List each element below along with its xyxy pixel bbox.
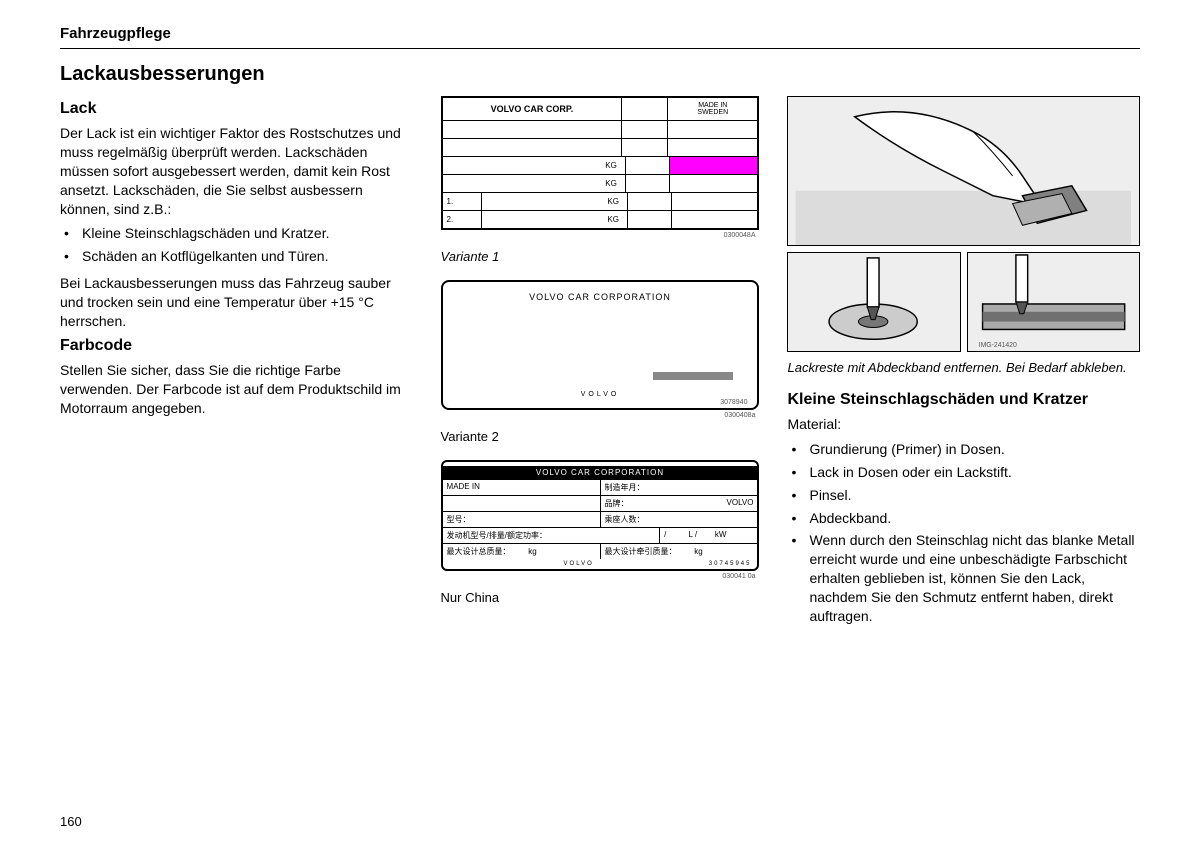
- illustration-row: IMG-241420: [787, 252, 1140, 352]
- type-plate-3: VOLVO CAR CORPORATION MADE IN 制造年月： 品牌： V…: [441, 460, 760, 571]
- list-item: Kleine Steinschlagschäden und Kratzer.: [64, 224, 413, 243]
- plate-corp: VOLVO CAR CORP.: [443, 98, 622, 120]
- illustration-brush-spot: [787, 252, 960, 352]
- plate-madein: MADE IN SWEDEN: [667, 98, 757, 120]
- figure-caption: Nur China: [441, 590, 760, 605]
- content-columns: Lack Der Lack ist ein wichtiger Faktor d…: [60, 96, 1140, 634]
- page-number: 160: [60, 814, 82, 829]
- plate2-partnum: 3078940: [720, 399, 747, 406]
- plate-highlight: [669, 157, 757, 174]
- plate3-seats: 乘座人数：: [600, 512, 758, 527]
- plate-code: 0300048A: [441, 230, 760, 241]
- plate-kg: KG: [481, 211, 627, 228]
- paragraph: Stellen Sie sicher, dass Sie die richtig…: [60, 361, 413, 418]
- figure-caption: Variante 1: [441, 249, 760, 264]
- plate3-model: 型号：: [443, 512, 600, 527]
- plate3-brand: VOLVO: [564, 561, 594, 567]
- plate3-engine-units: / L / kW: [659, 528, 757, 543]
- list-item: Abdeckband.: [791, 509, 1140, 528]
- column-1: Lack Der Lack ist ein wichtiger Faktor d…: [60, 96, 413, 634]
- plate-code: 0300408a: [441, 410, 760, 421]
- illustration-code: IMG-241420: [978, 342, 1016, 349]
- heading-stonechips: Kleine Steinschlagschäden und Kratzer: [787, 391, 1140, 409]
- column-3: IMG-241420 Lackreste mit Abdeckband entf…: [787, 96, 1140, 634]
- heading-lack: Lack: [60, 100, 413, 118]
- list-item: Schäden an Kotflügelkanten und Türen.: [64, 247, 413, 266]
- heading-farbcode: Farbcode: [60, 337, 413, 355]
- illustration-tape-removal: [787, 96, 1140, 246]
- plate2-colorbar: [653, 372, 733, 380]
- plate3-date: 制造年月：: [600, 480, 758, 495]
- type-plate-1: VOLVO CAR CORP. MADE IN SWEDEN KG KG 1.: [441, 96, 760, 230]
- plate2-brand: VOLVO: [443, 391, 758, 398]
- bullet-list: Grundierung (Primer) in Dosen. Lack in D…: [787, 440, 1140, 626]
- plate3-madein: MADE IN: [443, 480, 600, 495]
- bullet-list: Kleine Steinschlagschäden und Kratzer. S…: [60, 224, 413, 266]
- illustration-brush-scratch: IMG-241420: [967, 252, 1140, 352]
- plate2-title: VOLVO CAR CORPORATION: [455, 292, 746, 302]
- plate3-brand-value: VOLVO: [727, 498, 754, 509]
- figure-plate-1: VOLVO CAR CORP. MADE IN SWEDEN KG KG 1.: [441, 96, 760, 241]
- list-item: Grundierung (Primer) in Dosen.: [791, 440, 1140, 459]
- plate-kg: KG: [481, 193, 627, 210]
- figure-caption: Variante 2: [441, 429, 760, 444]
- section-title: Lackausbesserungen: [60, 63, 1140, 86]
- plate-code: 030041 0a: [441, 571, 760, 582]
- list-item: Lack in Dosen oder ein Lackstift.: [791, 463, 1140, 482]
- paragraph: Material:: [787, 415, 1140, 434]
- plate3-title: VOLVO CAR CORPORATION: [443, 466, 758, 479]
- figure-caption: Lackreste mit Abdeckband entfernen. Bei …: [787, 360, 1140, 375]
- plate3-engine: 发动机型号/排量/额定功率：: [443, 528, 660, 543]
- plate-row-num: 2.: [443, 211, 481, 228]
- list-item: Pinsel.: [791, 486, 1140, 505]
- plate-kg: KG: [443, 157, 625, 174]
- plate-kg: KG: [443, 175, 625, 192]
- paragraph: Der Lack ist ein wichtiger Faktor des Ro…: [60, 124, 413, 218]
- plate-row-num: 1.: [443, 193, 481, 210]
- plate3-brand-label: 品牌：: [605, 498, 629, 509]
- column-2: VOLVO CAR CORP. MADE IN SWEDEN KG KG 1.: [441, 96, 760, 634]
- chapter-heading: Fahrzeugpflege: [60, 25, 1140, 49]
- paragraph: Bei Lackausbesserungen muss das Fahrzeug…: [60, 274, 413, 331]
- plate3-mass2: 最大设计牵引质量： kg: [600, 544, 758, 559]
- type-plate-2: VOLVO CAR CORPORATION VOLVO 3078940: [441, 280, 760, 410]
- plate3-partnum: 30745945: [709, 561, 752, 567]
- plate3-mass: 最大设计总质量： kg: [443, 544, 600, 559]
- list-item: Wenn durch den Steinschlag nicht das bla…: [791, 531, 1140, 625]
- figure-plate-3: VOLVO CAR CORPORATION MADE IN 制造年月： 品牌： V…: [441, 460, 760, 582]
- figure-plate-2: VOLVO CAR CORPORATION VOLVO 3078940 0300…: [441, 280, 760, 421]
